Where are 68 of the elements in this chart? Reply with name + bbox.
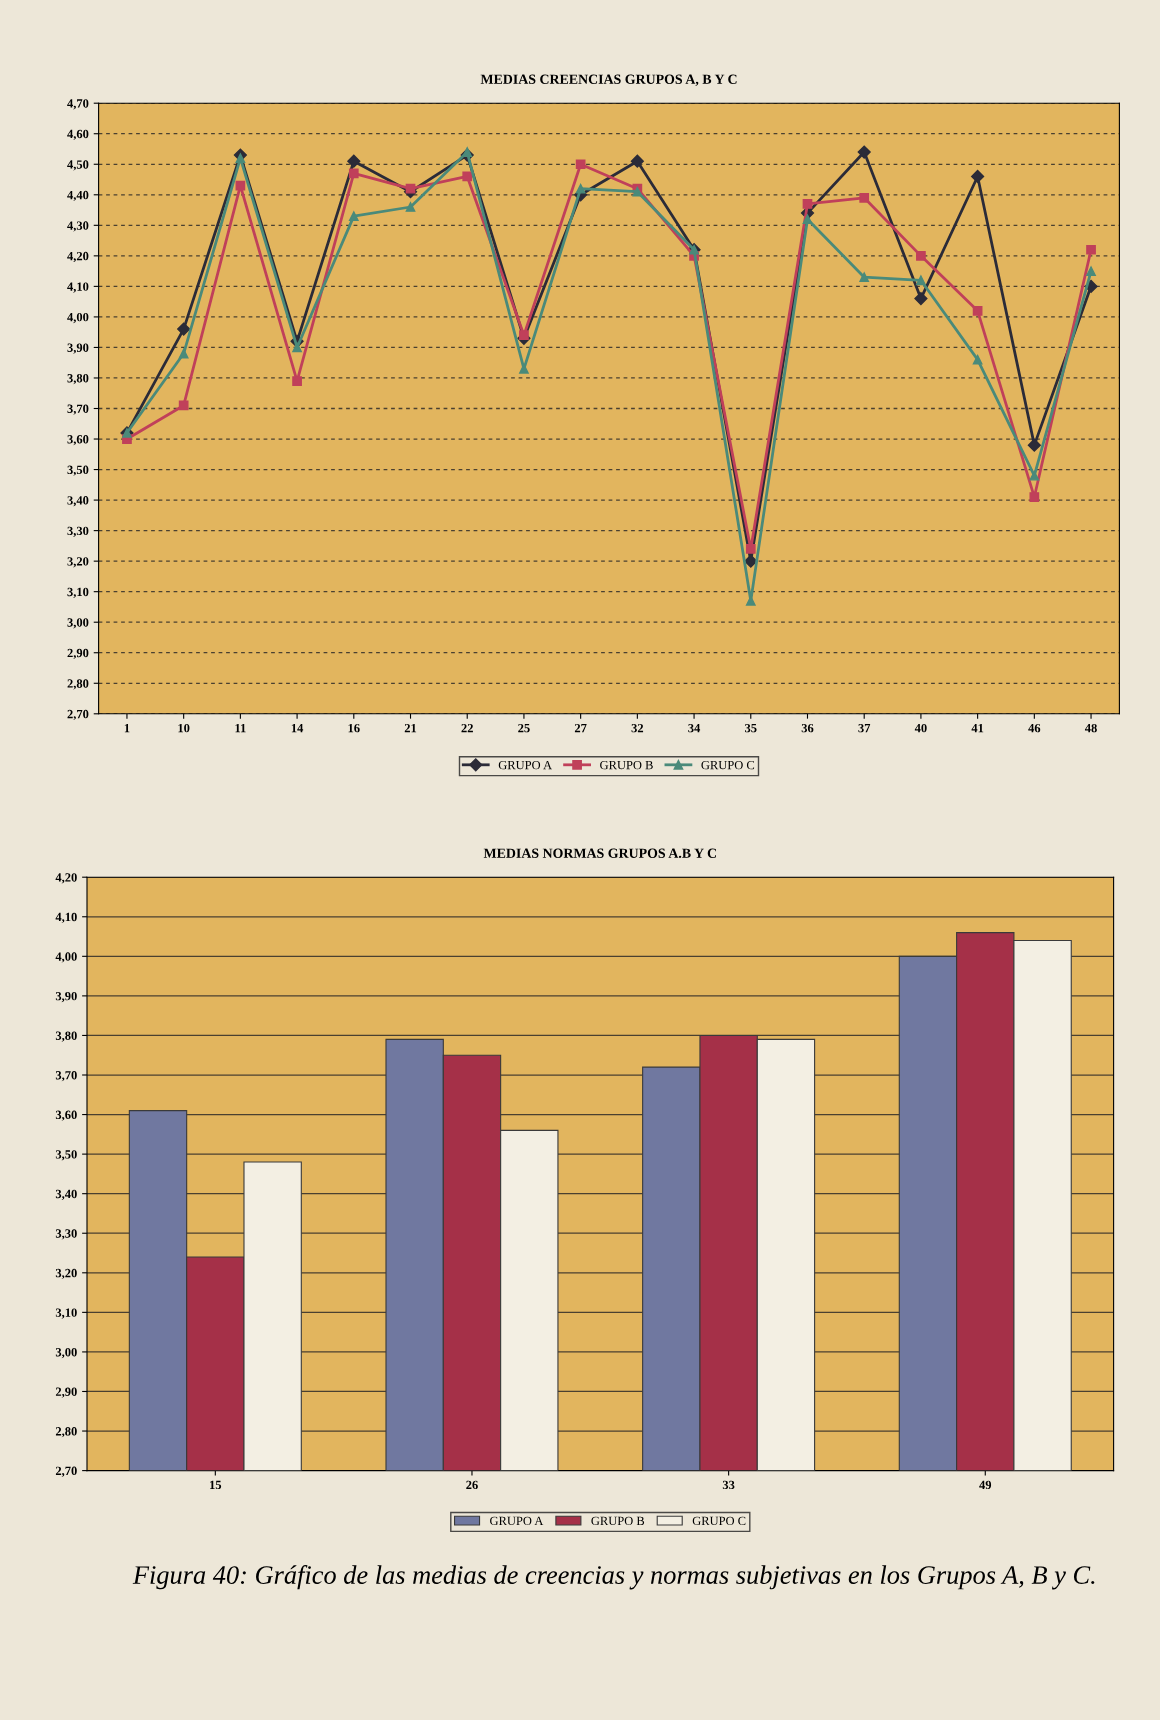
y-tick-label: 3,50 bbox=[55, 1150, 77, 1161]
x-tick-label: 32 bbox=[631, 723, 644, 733]
x-tick-label: 40 bbox=[914, 723, 927, 733]
x-tick-label: 21 bbox=[404, 723, 417, 733]
x-tick-label: 10 bbox=[178, 723, 190, 733]
y-tick-label: 2,90 bbox=[67, 648, 89, 660]
x-tick-label: 15 bbox=[210, 1480, 222, 1490]
y-tick-label: 3,70 bbox=[55, 1071, 77, 1082]
y-tick-label: 4,20 bbox=[67, 251, 89, 263]
x-tick-label: 48 bbox=[1084, 723, 1097, 733]
y-tick-label: 2,90 bbox=[55, 1387, 77, 1398]
x-tick-label: 35 bbox=[745, 723, 757, 733]
y-tick-label: 4,60 bbox=[67, 129, 89, 140]
y-tick-label: 4,70 bbox=[67, 99, 89, 110]
y-tick-label: 3,10 bbox=[55, 1308, 77, 1319]
x-tick-label: 14 bbox=[291, 723, 304, 733]
text: Figura 40: Gráfico de las medias de creencias y normas subjetivas en los Grupos A, B y C. bbox=[132, 1565, 1095, 1590]
y-tick-label: 2,80 bbox=[55, 1427, 77, 1438]
y-tick-label: 4,40 bbox=[67, 190, 89, 202]
legend-label: GRUPO B bbox=[600, 760, 653, 770]
chart-title: MEDIAS CREENCIAS GRUPOS A, B Y C bbox=[480, 74, 737, 86]
y-tick-label: 2,70 bbox=[55, 1466, 77, 1477]
y-tick-label: 4,30 bbox=[67, 221, 89, 232]
y-tick-label: 3,80 bbox=[55, 1031, 77, 1042]
y-tick-label: 3,00 bbox=[55, 1347, 77, 1359]
x-tick-label: 22 bbox=[461, 723, 473, 733]
x-tick-label: 37 bbox=[858, 723, 871, 733]
x-tick-label: 25 bbox=[518, 723, 530, 733]
x-tick-label: 36 bbox=[801, 723, 814, 733]
y-tick-label: 4,00 bbox=[67, 312, 89, 324]
chart-title: MEDIAS NORMAS GRUPOS A.B Y C bbox=[483, 848, 717, 858]
y-tick-label: 2,80 bbox=[67, 679, 89, 690]
legend-label: GRUPO C bbox=[692, 1516, 746, 1526]
x-tick-label: 49 bbox=[979, 1480, 992, 1490]
y-tick-label: 3,90 bbox=[67, 343, 89, 354]
legend-label: GRUPO C bbox=[701, 760, 755, 770]
x-tick-label: 16 bbox=[348, 723, 360, 733]
y-tick-label: 3,10 bbox=[67, 587, 89, 598]
x-tick-label: 26 bbox=[466, 1480, 478, 1490]
x-tick-label: 11 bbox=[235, 723, 246, 733]
y-tick-label: 3,20 bbox=[67, 557, 89, 568]
y-tick-label: 3,30 bbox=[67, 526, 89, 537]
y-tick-label: 4,10 bbox=[67, 282, 89, 293]
x-tick-label: 46 bbox=[1028, 723, 1041, 733]
y-tick-label: 3,60 bbox=[55, 1110, 77, 1121]
x-tick-label: 33 bbox=[722, 1480, 735, 1490]
y-tick-label: 3,00 bbox=[67, 618, 89, 629]
y-tick-label: 3,90 bbox=[55, 991, 77, 1003]
x-tick-label: 34 bbox=[688, 723, 701, 733]
legend-label: GRUPO A bbox=[498, 760, 552, 770]
y-tick-label: 3,20 bbox=[55, 1268, 77, 1280]
y-tick-label: 2,70 bbox=[67, 709, 89, 721]
y-tick-label: 4,00 bbox=[55, 952, 77, 963]
y-tick-label: 3,50 bbox=[67, 465, 89, 476]
y-tick-label: 4,20 bbox=[55, 873, 77, 884]
x-tick-label: 27 bbox=[574, 723, 587, 733]
legend-label: GRUPO B bbox=[591, 1516, 645, 1526]
y-tick-label: 3,40 bbox=[67, 496, 89, 507]
y-tick-label: 3,70 bbox=[67, 404, 89, 415]
y-tick-label: 3,80 bbox=[67, 373, 89, 385]
y-tick-label: 3,40 bbox=[55, 1189, 77, 1200]
legend-label: GRUPO A bbox=[490, 1516, 544, 1526]
y-tick-label: 4,50 bbox=[67, 160, 89, 171]
y-tick-label: 3,30 bbox=[55, 1229, 77, 1240]
y-tick-label: 4,10 bbox=[55, 912, 77, 924]
x-tick-label: 1 bbox=[124, 723, 130, 733]
y-tick-label: 3,60 bbox=[67, 435, 89, 446]
x-tick-label: 41 bbox=[971, 723, 984, 733]
